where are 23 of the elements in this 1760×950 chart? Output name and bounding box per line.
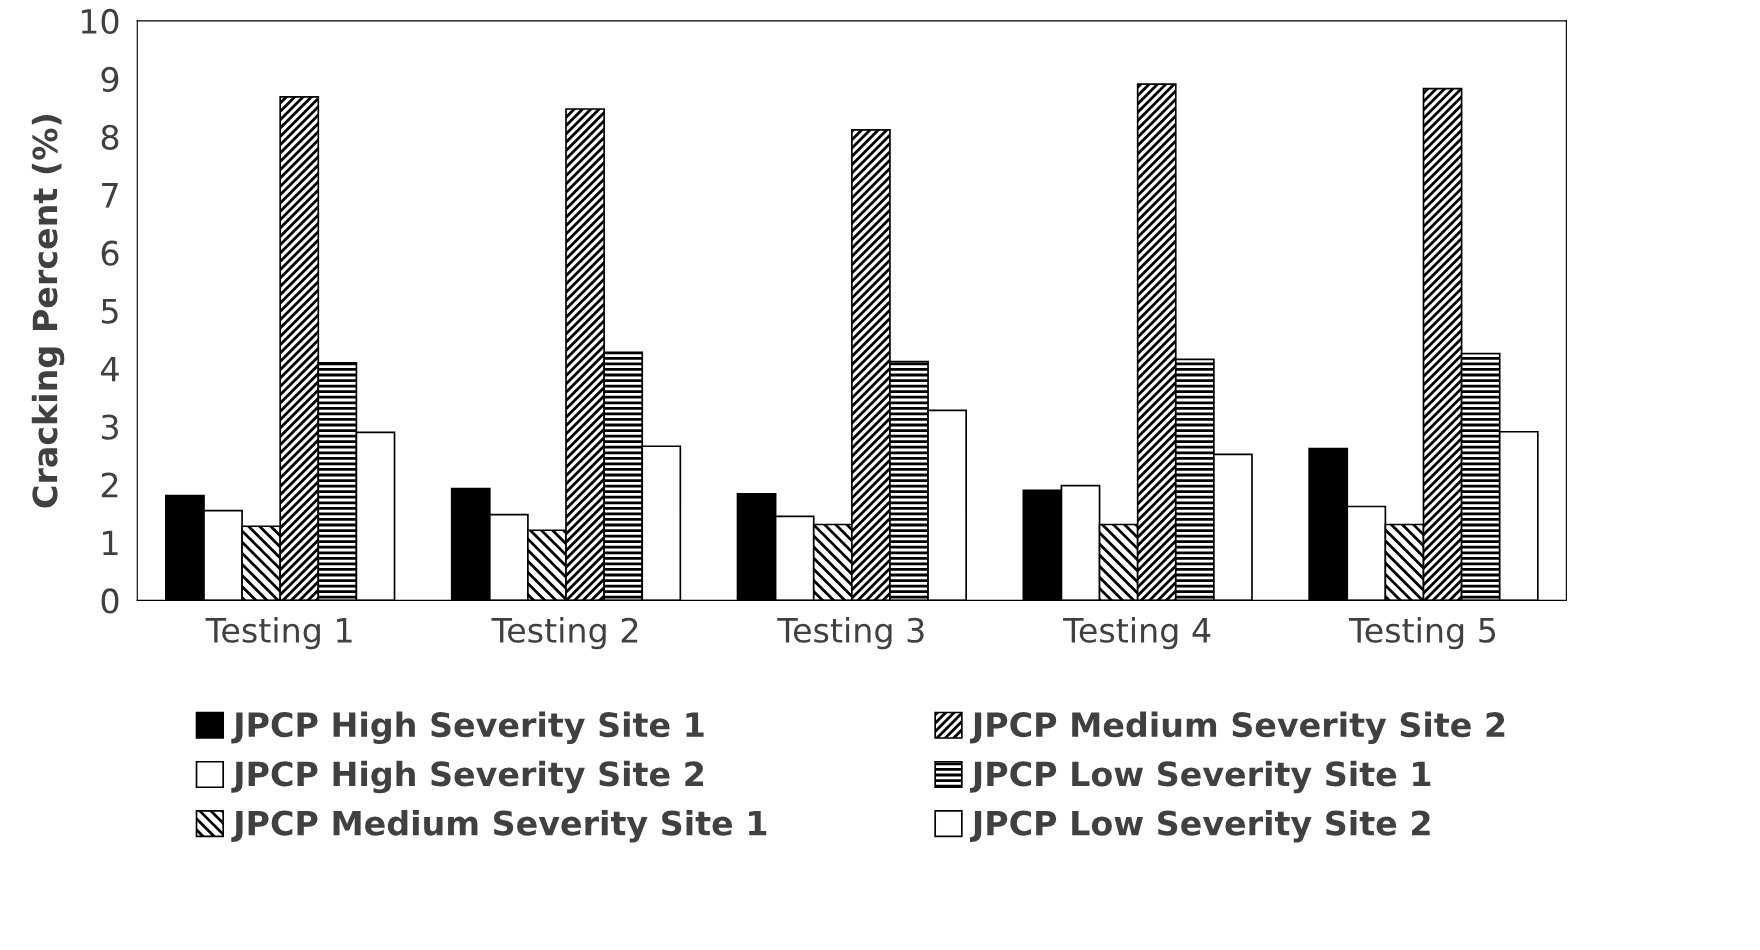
legend-label: JPCP High Severity Site 1 [231, 711, 704, 745]
y-tick-label: 10 [81, 8, 119, 35]
y-tick-label: 4 [101, 356, 119, 382]
x-tick-label: Testing 4 [1063, 617, 1211, 650]
x-tick-label: Testing 1 [205, 617, 352, 650]
y-tick-label: 3 [101, 414, 118, 440]
y-tick-label: 8 [101, 124, 119, 150]
y-tick-label: 9 [101, 66, 119, 92]
x-tick-label: Testing 5 [1348, 617, 1496, 650]
legend-label: JPCP High Severity Site 2 [231, 760, 703, 794]
legend-label: JPCP Medium Severity Site 1 [231, 809, 767, 843]
y-tick-label: 0 [101, 588, 119, 614]
x-tick-label: Testing 3 [777, 617, 924, 650]
y-tick-label: 2 [101, 472, 118, 498]
y-tick-label: 6 [101, 240, 119, 266]
y-tick-label: 7 [102, 183, 118, 208]
x-tick-label: Testing 2 [491, 617, 638, 650]
y-axis-title: Cracking Percent (%) [31, 115, 65, 508]
legend-label: JPCP Low Severity Site 2 [969, 809, 1430, 843]
legend-label: JPCP Medium Severity Site 2 [969, 711, 1505, 745]
y-tick-label: 1 [103, 530, 118, 556]
y-tick-label: 5 [101, 299, 118, 324]
legend-label: JPCP Low Severity Site 1 [969, 760, 1431, 794]
